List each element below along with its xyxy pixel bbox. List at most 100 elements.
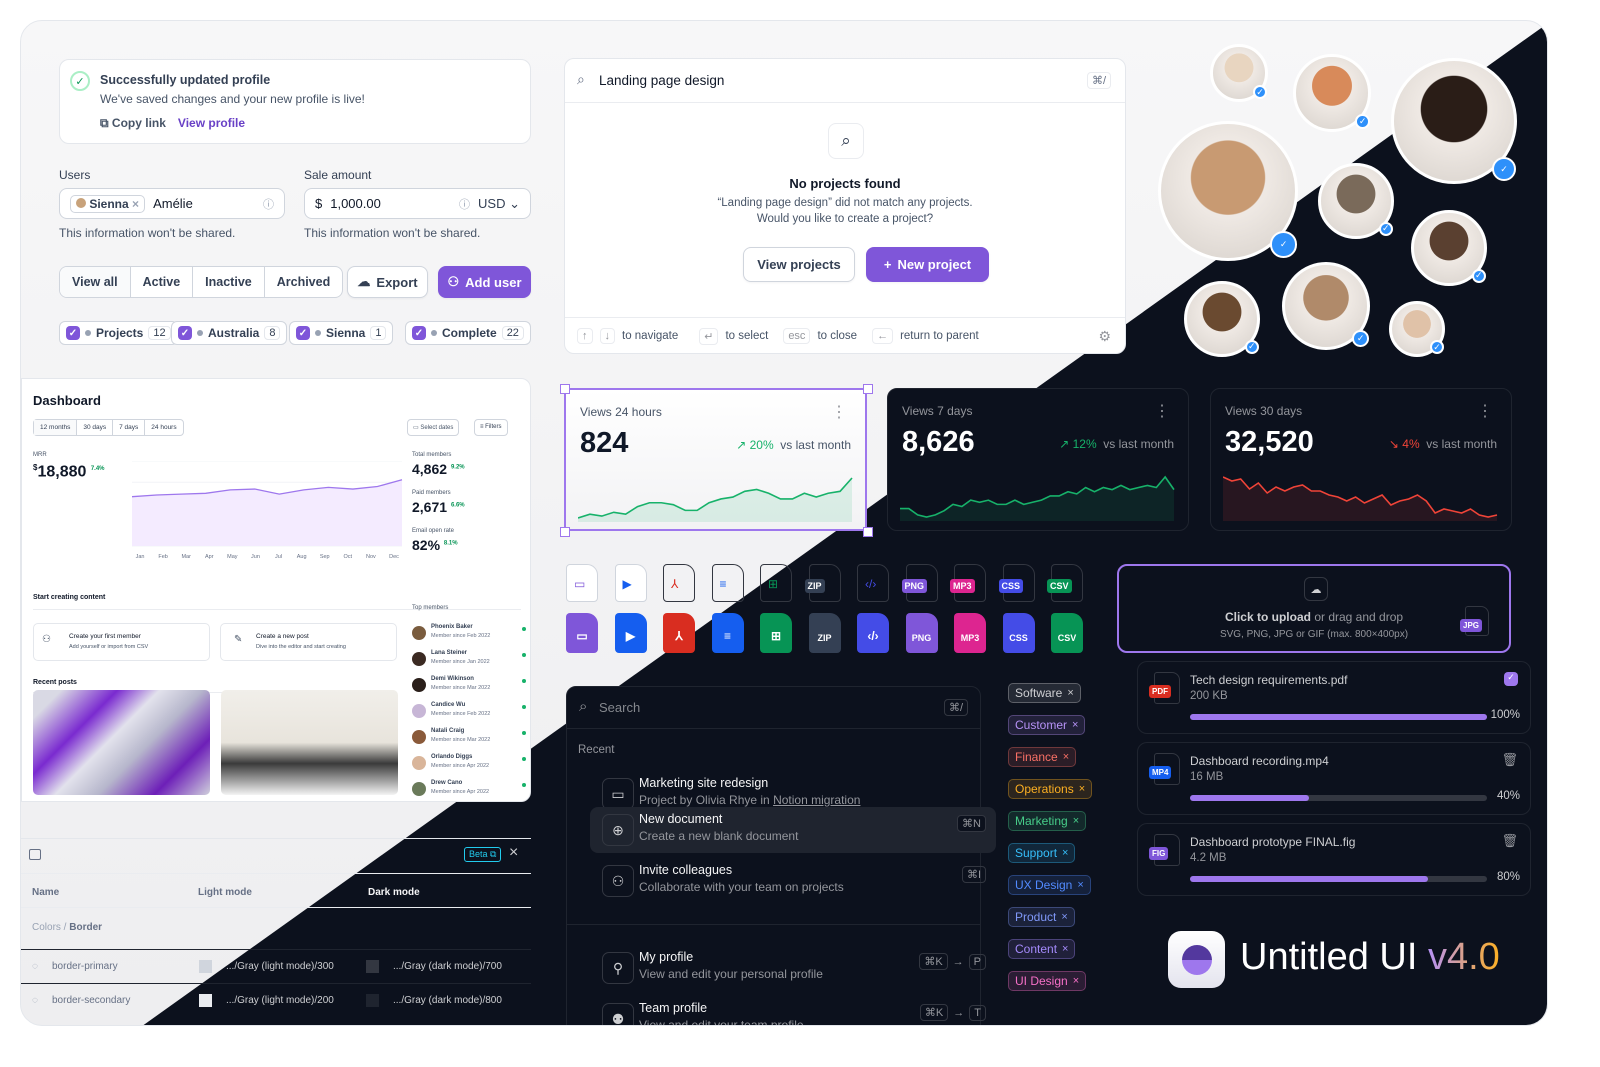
tab-view-all[interactable]: View all xyxy=(60,267,131,297)
close-x-icon[interactable]: × xyxy=(1072,719,1079,731)
close-x-icon[interactable]: × xyxy=(1078,783,1086,795)
close-x-icon[interactable]: × xyxy=(1062,943,1069,955)
tag[interactable]: Content × xyxy=(1008,939,1076,959)
select-dates-button[interactable]: ▭ Select dates xyxy=(407,419,460,436)
tag[interactable]: Software × xyxy=(1008,683,1081,703)
range-24-hours[interactable]: 24 hours xyxy=(151,424,177,431)
tab-archived[interactable]: Archived xyxy=(276,275,331,289)
token-row[interactable]: ◌ border-primary .../Gray (light mode)/300… xyxy=(21,949,531,983)
close-x-icon[interactable]: × xyxy=(1077,879,1084,891)
beta-badge[interactable]: Beta ⧉ xyxy=(464,847,502,862)
close-x-icon[interactable]: × xyxy=(1062,751,1070,763)
top-member-row[interactable]: Candice Wu Member since Feb 2022 xyxy=(412,702,526,724)
click-to-upload-link[interactable]: Click to upload xyxy=(1224,610,1311,624)
filter-chip[interactable]: ✓ Complete 22 xyxy=(405,321,531,345)
tag[interactable]: Product × xyxy=(1008,907,1075,927)
avatar[interactable]: ✓ xyxy=(1158,121,1298,261)
create-post-card[interactable]: ✎ Create a new post Dive into the editor… xyxy=(220,623,397,661)
uploaded-file-item[interactable]: MP4 Dashboard recording.mp4 16 MB 🗑︎ 40% xyxy=(1137,742,1531,815)
currency-select[interactable]: USD ⌄ xyxy=(478,195,520,211)
help-icon[interactable]: ⓘ xyxy=(459,198,471,211)
tag[interactable]: Support × xyxy=(1008,843,1076,863)
top-member-row[interactable]: Orlando Diggs Member since Apr 2022 xyxy=(412,754,526,776)
resize-handle[interactable] xyxy=(863,527,873,537)
trash-icon[interactable]: 🗑︎ xyxy=(1501,833,1518,848)
metric-card[interactable]: Views 24 hours ⋮ 824 ↗ 20% vs last month xyxy=(560,384,873,537)
command-item[interactable]: ⚲ My profile View and edit your personal p… xyxy=(590,945,996,991)
tag[interactable]: Marketing × xyxy=(1008,811,1087,831)
trash-icon[interactable]: 🗑︎ xyxy=(1501,752,1518,767)
close-x-icon[interactable]: × xyxy=(1072,975,1080,987)
column-name[interactable]: Name xyxy=(32,887,60,898)
resize-handle[interactable] xyxy=(560,384,570,394)
file-upload-dropzone[interactable]: ☁ Click to upload or drag and drop SVG, … xyxy=(1117,564,1511,653)
tag[interactable]: UI Design × xyxy=(1008,971,1087,991)
avatar[interactable]: ✓ xyxy=(1293,54,1371,132)
top-member-row[interactable]: Drew Cano Member since Apr 2022 xyxy=(412,780,526,802)
checkbox-checked-icon[interactable]: ✓ xyxy=(1504,672,1518,686)
more-vertical-icon[interactable]: ⋮ xyxy=(1154,403,1170,420)
export-button[interactable]: ☁ Export xyxy=(347,266,428,298)
view-profile-link[interactable]: View profile xyxy=(177,116,246,130)
tag[interactable]: Finance × xyxy=(1008,747,1077,767)
settings-icon[interactable]: ⚙ xyxy=(1098,327,1111,344)
close-x-icon[interactable]: × xyxy=(1067,687,1074,699)
avatar[interactable]: ✓ xyxy=(1282,262,1370,350)
range-12-months[interactable]: 12 months xyxy=(34,420,78,435)
remove-icon[interactable]: × xyxy=(132,196,140,211)
top-member-row[interactable]: Natali Craig Member since Mar 2022 xyxy=(412,728,526,750)
avatar[interactable]: ✓ xyxy=(1318,163,1394,239)
top-member-row[interactable]: Demi Wikinson Member since Mar 2022 xyxy=(412,676,526,698)
token-row[interactable]: ◌ border-secondary .../Gray (light mode)/2… xyxy=(21,983,531,1017)
range-30-days[interactable]: 30 days xyxy=(77,420,114,435)
checkbox-checked-icon[interactable]: ✓ xyxy=(296,326,310,340)
metric-card[interactable]: Views 7 days ⋮ 8,626 ↗ 12% vs last month xyxy=(887,388,1189,531)
tab-inactive[interactable]: Inactive xyxy=(193,267,265,297)
command-item[interactable]: ⊕ New document Create a new blank document… xyxy=(590,807,996,853)
tab-active[interactable]: Active xyxy=(131,267,194,297)
filters-button[interactable]: ≡ Filters xyxy=(474,419,508,436)
metric-card[interactable]: Views 30 days ⋮ 32,520 ↘ 4% vs last mont… xyxy=(1210,388,1512,531)
command-item[interactable]: ⚇ Invite colleagues Collaborate with your … xyxy=(590,858,996,904)
post-image-office[interactable] xyxy=(221,690,398,795)
column-light-mode[interactable]: Light mode xyxy=(198,887,252,898)
close-x-icon[interactable]: × xyxy=(1072,815,1080,827)
copy-link-button[interactable]: ⧉ Copy link xyxy=(100,116,166,130)
view-projects-button[interactable]: View projects xyxy=(743,247,855,282)
top-member-row[interactable]: Lana Steiner Member since Jan 2022 xyxy=(412,650,526,672)
avatar[interactable]: ✓ xyxy=(1391,58,1517,184)
post-image-abstract[interactable] xyxy=(33,690,210,795)
filter-chip[interactable]: ✓ Projects 12 xyxy=(59,321,178,345)
new-project-button[interactable]: + New project xyxy=(866,247,989,282)
uploaded-file-item[interactable]: FIG Dashboard prototype FINAL.fig 4.2 MB… xyxy=(1137,823,1531,896)
avatar[interactable]: ✓ xyxy=(1389,301,1445,357)
help-icon[interactable]: ⓘ xyxy=(263,198,274,211)
resize-handle[interactable] xyxy=(560,527,570,537)
uploaded-file-item[interactable]: PDF Tech design requirements.pdf 200 KB … xyxy=(1137,661,1531,734)
sidebar-toggle-icon[interactable] xyxy=(29,849,41,860)
close-x-icon[interactable]: × xyxy=(1062,847,1069,859)
close-x-icon[interactable]: × xyxy=(1061,911,1068,923)
avatar[interactable]: ✓ xyxy=(1184,281,1260,357)
avatar[interactable]: ✓ xyxy=(1411,210,1487,286)
command-search-input[interactable]: ⌕ Search ⌘/ xyxy=(567,687,980,729)
search-field[interactable]: ⌕ Landing page design ⌘/ xyxy=(565,59,1125,103)
tag[interactable]: UX Design × xyxy=(1008,875,1091,895)
users-input[interactable]: Sienna × Amélie ⓘ xyxy=(59,188,285,219)
sale-amount-input[interactable]: $1,000.00 ⓘ USD ⌄ xyxy=(304,188,531,219)
add-user-button[interactable]: ⚇ Add user xyxy=(438,266,531,298)
more-vertical-icon[interactable]: ⋮ xyxy=(1477,403,1493,420)
avatar[interactable]: ✓ xyxy=(1210,44,1268,102)
tag[interactable]: Customer × xyxy=(1008,715,1086,735)
checkbox-checked-icon[interactable]: ✓ xyxy=(66,326,80,340)
range-7-days[interactable]: 7 days xyxy=(113,420,146,435)
notion-migration-link[interactable]: Notion migration xyxy=(773,793,861,807)
tag[interactable]: Operations × xyxy=(1008,779,1093,799)
command-item[interactable]: ⚉ Team profile View and edit your team pro… xyxy=(590,996,996,1025)
create-member-card[interactable]: ⚇ Create your first member Add yourself … xyxy=(33,623,210,661)
checkbox-checked-icon[interactable]: ✓ xyxy=(178,326,192,340)
top-member-row[interactable]: Phoenix Baker Member since Feb 2022 xyxy=(412,624,526,646)
checkbox-checked-icon[interactable]: ✓ xyxy=(412,326,426,340)
filter-chip[interactable]: ✓ Australia 8 xyxy=(171,321,288,345)
more-vertical-icon[interactable]: ⋮ xyxy=(831,404,847,421)
